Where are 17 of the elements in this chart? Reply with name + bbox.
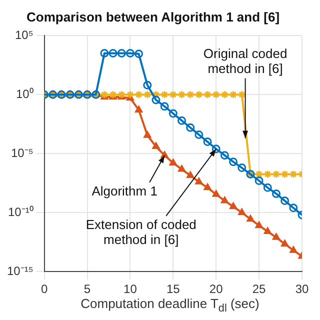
x-tick-label: 15 <box>166 282 180 296</box>
y-tick-label: 10⁰ <box>16 86 34 101</box>
y-tick-label: 10⁻¹⁰ <box>8 204 34 219</box>
x-tick-label: 10 <box>124 282 138 296</box>
x-tick-label: 0 <box>40 282 48 296</box>
y-tick-label: 10⁻⁵ <box>10 146 34 160</box>
annotation: Algorithm 1 <box>92 183 158 198</box>
x-tick-label: 5 <box>84 282 91 296</box>
x-tick-label: 20 <box>209 282 224 296</box>
x-axis-title: Computation deadline T$_{dl}$ (sec) <box>80 296 260 315</box>
annotation: Original coded method in [6] <box>203 46 288 76</box>
x-tick-label: 25 <box>252 282 266 296</box>
y-tick-label: 10⁻¹⁵ <box>6 264 34 278</box>
chart-title: Comparison between Algorithm 1 and [6] <box>26 9 280 24</box>
y-tick-label: 10⁵ <box>14 28 34 42</box>
annotation: Extension of coded method in [6] <box>86 216 196 247</box>
x-tick-label: 30 <box>295 282 309 296</box>
